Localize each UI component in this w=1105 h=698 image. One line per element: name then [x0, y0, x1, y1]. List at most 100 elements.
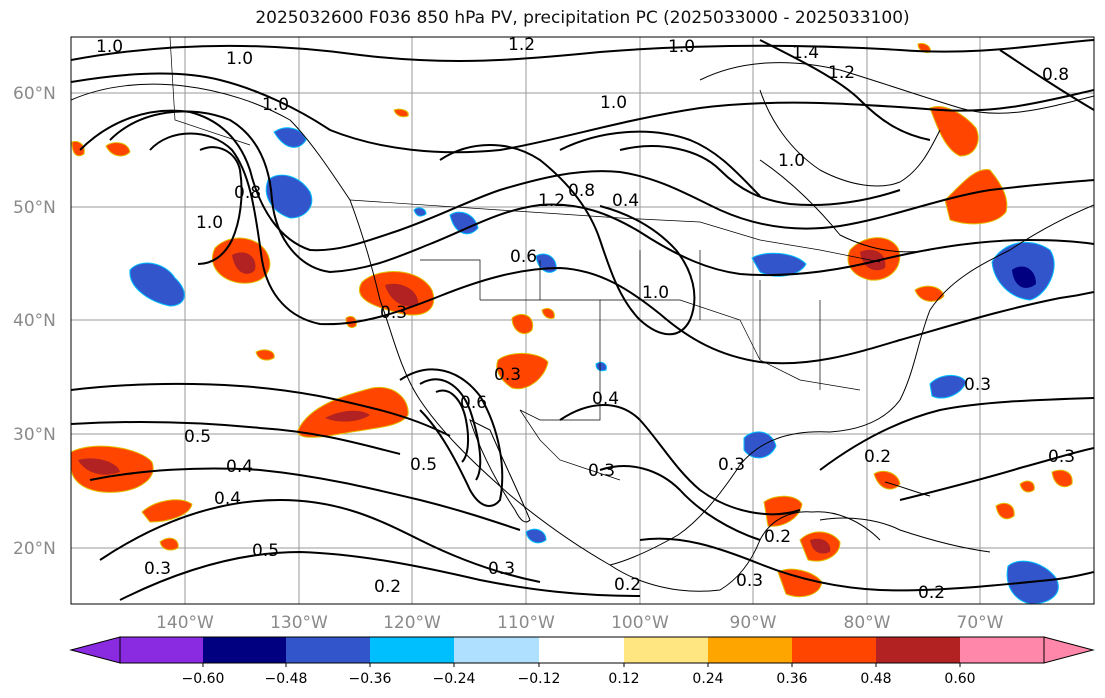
- colorbar-segment: [960, 637, 1044, 663]
- contour-labels: 1.0 1.0 1.2 1.0 1.4 1.2 0.8 1.0 1.0 0.8 …: [96, 35, 1075, 603]
- precip-blob: [413, 207, 427, 217]
- precip-blob: [1012, 266, 1036, 288]
- colorbar-tick: 0.12: [608, 671, 639, 687]
- precip-blob: [944, 169, 1008, 225]
- contour-label: 0.2: [374, 577, 401, 597]
- contour-label: 0.5: [410, 455, 437, 475]
- colorbar-tick: −0.36: [349, 671, 392, 687]
- contour-label: 1.0: [600, 93, 627, 113]
- colorbar-segment: [203, 637, 286, 663]
- contour-label: 0.2: [864, 447, 891, 467]
- contour-label: 0.6: [460, 393, 487, 413]
- precip-blob: [929, 375, 967, 399]
- contour-label: 0.8: [1042, 65, 1069, 85]
- contour-label: 1.0: [668, 37, 695, 57]
- contour-label: 0.4: [592, 389, 619, 409]
- lon-label: 90°W: [730, 613, 777, 633]
- precip-blob: [141, 499, 193, 523]
- contour-label: 0.8: [568, 181, 595, 201]
- precip-blob: [810, 538, 831, 554]
- precip-blob: [273, 127, 307, 148]
- precip-blob: [541, 307, 555, 319]
- map-title: 2025032600 F036 850 hPa PV, precipitatio…: [255, 8, 910, 28]
- colorbar-tick: −0.60: [182, 671, 225, 687]
- pv-contours: [71, 39, 1094, 601]
- contour-label: 1.2: [538, 191, 565, 211]
- contour-label: 0.4: [214, 489, 241, 509]
- latitude-labels: 60°N 50°N 40°N 30°N 20°N: [13, 84, 56, 559]
- contour-label: 1.0: [642, 283, 669, 303]
- lon-label: 140°W: [156, 613, 214, 633]
- colorbar-segment: [792, 637, 876, 663]
- precip-blob: [393, 108, 409, 118]
- contour-label: 0.3: [494, 365, 521, 385]
- colorbar-segment: [539, 637, 624, 663]
- lat-label: 20°N: [13, 539, 56, 559]
- colorbar-segment: [370, 637, 454, 663]
- precip-blob: [595, 361, 607, 372]
- precip-blob: [1051, 469, 1073, 488]
- precip-blob: [763, 495, 803, 527]
- contour-label: 0.3: [588, 461, 615, 481]
- precip-negative: [129, 127, 1059, 604]
- contour-label: 0.4: [226, 457, 253, 477]
- lat-label: 60°N: [13, 84, 56, 104]
- contour-label: 0.5: [184, 427, 211, 447]
- colorbar-tick: −0.24: [433, 671, 476, 687]
- precip-blob: [1019, 480, 1035, 493]
- precip-blob: [78, 458, 120, 475]
- colorbar-tick: 0.48: [860, 671, 891, 687]
- precip-blob: [860, 249, 886, 271]
- contour-label: 0.3: [1048, 447, 1075, 467]
- contour-label: 1.0: [226, 49, 253, 69]
- lon-label: 80°W: [844, 613, 891, 633]
- contour-label: 0.8: [234, 183, 261, 203]
- political-borders: [169, 37, 881, 481]
- precip-blob: [449, 211, 479, 235]
- contour-label: 1.0: [778, 151, 805, 171]
- contour-label: 0.3: [144, 559, 171, 579]
- precip-blob: [71, 141, 85, 157]
- precip-blob: [325, 410, 370, 422]
- lon-label: 130°W: [270, 613, 328, 633]
- colorbar-tick: 0.36: [776, 671, 807, 687]
- colorbar-segment: [286, 637, 370, 663]
- precip-blob: [265, 174, 313, 219]
- colorbar-extend-low: [69, 636, 121, 664]
- contour-label: 1.0: [96, 37, 123, 57]
- contour-label: 0.3: [488, 559, 515, 579]
- map-panel: 1.0 1.0 1.2 1.0 1.4 1.2 0.8 1.0 1.0 0.8 …: [71, 35, 1094, 604]
- precip-blob: [496, 353, 549, 390]
- colorbar-extend-high: [1043, 636, 1095, 664]
- coastlines: [71, 62, 1094, 592]
- precip-blob: [995, 502, 1015, 520]
- colorbar-tick: −0.48: [265, 671, 308, 687]
- lon-label: 120°W: [383, 613, 441, 633]
- contour-label: 0.5: [252, 541, 279, 561]
- colorbar-segment: [454, 637, 539, 663]
- lon-label: 110°W: [497, 613, 555, 633]
- lat-label: 50°N: [13, 198, 56, 218]
- contour-label: 0.4: [612, 191, 639, 211]
- precip-blob: [159, 537, 179, 551]
- colorbar-tick: −0.12: [518, 671, 561, 687]
- contour-label: 1.4: [792, 43, 819, 63]
- contour-label: 0.2: [614, 575, 641, 595]
- precip-blob: [105, 142, 131, 157]
- colorbar-tick: 0.24: [692, 671, 723, 687]
- contour-label: 0.3: [380, 303, 407, 323]
- contour-label: 0.6: [510, 247, 537, 267]
- map-frame: [70, 36, 1095, 605]
- colorbar-tick: 0.60: [944, 671, 975, 687]
- precip-blob: [129, 262, 185, 307]
- lon-label: 100°W: [611, 613, 669, 633]
- contour-label: 0.3: [736, 571, 763, 591]
- lon-label: 70°W: [957, 613, 1004, 633]
- contour-label: 1.2: [508, 35, 535, 55]
- precip-blob: [914, 285, 945, 302]
- contour-label: 0.2: [918, 583, 945, 603]
- precip-blob: [255, 349, 275, 361]
- contour-label: 1.0: [196, 213, 223, 233]
- colorbar-segment: [708, 637, 792, 663]
